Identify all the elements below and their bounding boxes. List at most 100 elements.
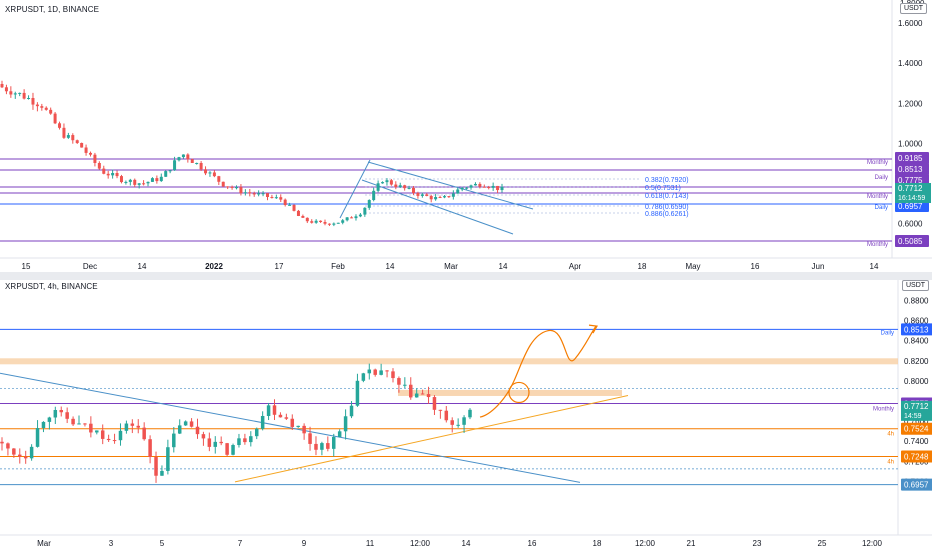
candle-body — [376, 183, 380, 191]
candle-body — [487, 187, 491, 189]
candle-body — [473, 183, 477, 186]
candle-body — [254, 428, 259, 437]
daily-currency-button[interactable]: USDT — [900, 3, 928, 14]
candle-body — [438, 409, 443, 411]
candle-body — [361, 373, 366, 381]
candle-body — [420, 393, 425, 395]
channel-impulse — [339, 159, 371, 219]
time-tick-label: Feb — [331, 262, 345, 271]
candle-body — [95, 430, 99, 433]
candle-body — [350, 217, 354, 219]
candle-body — [468, 409, 472, 418]
candle-body — [425, 194, 429, 196]
current-price-countdown: 16:14:59 — [898, 195, 925, 202]
candle-body — [397, 378, 401, 385]
level-badge: 0.7524 — [904, 425, 929, 434]
candle-body — [320, 443, 324, 450]
candle-body — [102, 168, 106, 174]
candle-body — [146, 181, 150, 184]
candle-body — [115, 173, 119, 177]
candle-body — [124, 181, 128, 183]
candle-body — [274, 197, 278, 199]
fib-level-label: 0.382(0.7920) — [645, 177, 689, 184]
candle-body — [71, 418, 75, 425]
supply-zone — [398, 389, 622, 396]
level-badge-bg — [901, 450, 932, 463]
level-badge-bg — [901, 323, 932, 336]
ascending-trendline — [234, 394, 629, 483]
candle-body — [190, 159, 194, 163]
candle-body — [288, 204, 292, 206]
hourly-chart-svg[interactable]: 0.8800 0.8600 0.8400 0.8200 0.8000 0.7600 0.74… — [0, 280, 932, 550]
level-badge: 0.6957 — [904, 481, 929, 490]
level-badge: 0.7775 — [898, 176, 923, 185]
candle-body — [41, 421, 46, 429]
candle-body — [438, 197, 442, 199]
candle-body — [221, 181, 225, 187]
candle-body — [75, 140, 79, 143]
hourly-chart-panel[interactable]: 0.8800 0.8600 0.8400 0.8200 0.8000 0.7600 0.74… — [0, 280, 932, 550]
candle-body — [155, 178, 159, 182]
price-tick-label: 0.8400 — [904, 337, 929, 346]
candle-body — [363, 207, 367, 215]
price-tick-label: 0.8000 — [904, 377, 929, 386]
candle-body — [394, 184, 398, 187]
candle-body — [296, 210, 300, 216]
level-label: Monthly — [873, 407, 894, 413]
candle-body — [12, 448, 16, 455]
candle-body — [62, 127, 66, 138]
candle-body — [35, 428, 40, 447]
candle-body — [181, 154, 185, 158]
candle-body — [319, 220, 323, 223]
hourly-currency-button[interactable]: USDT — [902, 280, 930, 291]
candle-body — [97, 162, 101, 169]
candle-body — [270, 196, 274, 198]
candle-body — [429, 195, 433, 200]
time-tick-label: 23 — [753, 539, 762, 548]
projection-path — [479, 325, 597, 418]
time-tick-label: 5 — [160, 539, 165, 548]
candle-body — [243, 192, 247, 194]
candle-body — [142, 183, 146, 185]
time-tick-label: Jun — [812, 262, 825, 271]
current-price-badge-bg — [901, 400, 932, 421]
candle-body — [248, 192, 252, 194]
candle-body — [354, 216, 358, 219]
candle-body — [124, 423, 129, 431]
candle-body — [491, 185, 495, 188]
candle-body — [6, 443, 10, 449]
candle-body — [462, 417, 466, 425]
candle-body — [385, 180, 389, 183]
daily-chart-panel[interactable]: 1.60001.40001.20001.00000.60001.800015De… — [0, 0, 932, 272]
candle-body — [450, 420, 454, 425]
candle-body — [416, 193, 420, 196]
fib-level-label: 0.618(0.7143) — [645, 193, 689, 200]
candle-body — [13, 93, 17, 95]
fib-level-label: 0.786(0.6590) — [645, 204, 689, 211]
candle-body — [0, 83, 4, 88]
candle-body — [18, 92, 22, 94]
candle-body — [420, 194, 424, 196]
candle-body — [230, 186, 234, 188]
daily-chart-svg[interactable]: 1.60001.40001.20001.00000.60001.800015De… — [0, 0, 932, 272]
candle-body — [44, 107, 48, 110]
price-tick-label: 0.7400 — [904, 437, 929, 446]
time-tick-label: 21 — [687, 539, 696, 548]
candle-body — [308, 433, 312, 444]
fib-level-label: 0.5(0.7531) — [645, 185, 681, 192]
time-tick-label: 17 — [275, 262, 284, 271]
candle-body — [257, 193, 261, 195]
candle-body — [118, 430, 123, 441]
candle-body — [225, 443, 229, 455]
candle-body — [478, 183, 482, 187]
candle-body — [84, 147, 88, 153]
level-badge: 0.8513 — [904, 325, 929, 334]
candle-body — [444, 410, 449, 421]
candle-body — [482, 186, 486, 188]
level-label: Monthly — [867, 160, 888, 166]
candle-body — [261, 193, 265, 195]
time-tick-label: 14 — [462, 539, 471, 548]
supply-zone — [0, 358, 898, 365]
pane-divider[interactable] — [0, 272, 932, 280]
candle-body — [385, 370, 389, 372]
